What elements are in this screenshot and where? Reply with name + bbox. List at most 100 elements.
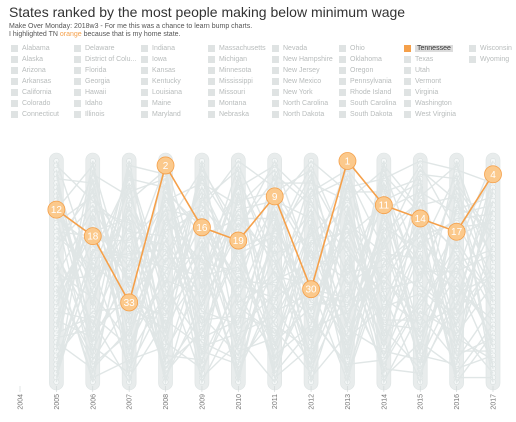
- state-line: [55, 165, 494, 375]
- legend-label: South Carolina: [350, 100, 397, 107]
- legend-item[interactable]: West Virginia: [404, 110, 456, 120]
- legend-item[interactable]: Tennessee: [404, 43, 453, 53]
- legend-item[interactable]: District of Colu...: [74, 54, 136, 64]
- legend-item[interactable]: California: [11, 87, 52, 97]
- x-tick-label: 2014: [381, 394, 388, 410]
- legend-item[interactable]: Utah: [404, 65, 430, 75]
- legend-label: Missouri: [219, 88, 246, 96]
- legend-item[interactable]: South Dakota: [339, 110, 392, 120]
- legend-item[interactable]: Connecticut: [11, 110, 59, 120]
- legend-swatch: [74, 77, 81, 85]
- legend-swatch: [74, 55, 81, 63]
- legend-item[interactable]: Iowa: [141, 54, 167, 64]
- legend-item[interactable]: Alaska: [11, 54, 43, 64]
- legend-item[interactable]: North Carolina: [272, 99, 328, 109]
- legend-item[interactable]: Nebraska: [208, 110, 249, 120]
- legend-label: New Hampshire: [283, 55, 333, 63]
- legend-item[interactable]: North Dakota: [272, 110, 324, 120]
- legend-item[interactable]: Delaware: [74, 43, 115, 53]
- legend-item[interactable]: New Hampshire: [272, 54, 333, 64]
- legend-item[interactable]: Minnesota: [208, 65, 251, 75]
- legend-label: Utah: [415, 66, 430, 74]
- legend-item[interactable]: Mississippi: [208, 76, 253, 86]
- data-label: 11: [379, 201, 390, 212]
- legend-label: Mississippi: [219, 77, 253, 85]
- legend-item[interactable]: Washington: [404, 99, 452, 109]
- legend-item[interactable]: New Mexico: [272, 76, 321, 86]
- legend-label: New Jersey: [283, 66, 320, 74]
- state-line: [55, 163, 494, 380]
- legend-item[interactable]: Oregon: [339, 65, 373, 75]
- legend-swatch: [272, 44, 279, 52]
- legend-label: West Virginia: [415, 111, 456, 119]
- legend-item[interactable]: Michigan: [208, 54, 247, 64]
- legend-label: Connecticut: [22, 111, 59, 119]
- state-line: [55, 182, 494, 358]
- legend-item[interactable]: Louisiana: [141, 87, 182, 97]
- legend-item[interactable]: Colorado: [11, 99, 50, 109]
- legend-item[interactable]: Texas: [404, 54, 433, 64]
- legend-item[interactable]: Missouri: [208, 87, 245, 97]
- legend-item[interactable]: Georgia: [74, 76, 110, 86]
- x-tick-label: 2013: [345, 394, 352, 410]
- data-point: [338, 152, 357, 170]
- legend-item[interactable]: New Jersey: [272, 65, 320, 75]
- legend-swatch: [208, 100, 215, 107]
- state-line: [56, 247, 494, 371]
- legend-item[interactable]: South Carolina: [339, 99, 396, 109]
- legend-item[interactable]: Kansas: [141, 65, 175, 75]
- legend-item[interactable]: Arizona: [11, 65, 46, 75]
- data-label: 17: [451, 227, 463, 238]
- legend-label: Wyoming: [480, 55, 510, 63]
- state-line: [55, 159, 494, 380]
- data-label: 4: [490, 170, 496, 181]
- legend-swatch: [141, 55, 148, 63]
- legend-item[interactable]: Florida: [74, 65, 106, 75]
- legend-item[interactable]: Oklahoma: [339, 54, 382, 64]
- legend-label: Hawaii: [85, 88, 107, 96]
- legend-item[interactable]: Massachusetts: [208, 43, 266, 53]
- legend-item[interactable]: Maryland: [141, 110, 181, 120]
- legend-item[interactable]: Wisconsin: [469, 43, 512, 53]
- legend-swatch: [404, 77, 411, 85]
- legend-swatch: [141, 100, 148, 107]
- legend-item[interactable]: Nevada: [272, 43, 307, 53]
- legend-item[interactable]: Kentucky: [141, 76, 181, 86]
- data-point: [156, 156, 175, 175]
- legend-swatch: [339, 77, 346, 85]
- legend-swatch: [11, 55, 18, 63]
- subtitle-line-2: I highlighted TN orange because that is …: [9, 31, 252, 39]
- legend-item[interactable]: Arkansas: [11, 76, 51, 86]
- legend-item[interactable]: Illinois: [74, 110, 104, 120]
- legend-label: Wisconsin: [480, 44, 512, 52]
- legend-item[interactable]: Virginia: [404, 87, 438, 97]
- legend-swatch: [272, 111, 279, 119]
- legend-swatch: [339, 55, 346, 63]
- legend-swatch: [208, 66, 215, 74]
- legend-swatch: [469, 44, 476, 52]
- legend-item[interactable]: Maine: [141, 99, 171, 109]
- state-line: [55, 203, 494, 385]
- legend-item[interactable]: Ohio: [339, 43, 365, 53]
- legend-item[interactable]: Alabama: [11, 43, 50, 53]
- legend-item[interactable]: Vermont: [404, 76, 441, 86]
- legend-item[interactable]: Pennsylvania: [339, 76, 392, 86]
- legend-swatch: [11, 77, 18, 85]
- legend-item[interactable]: Idaho: [74, 99, 103, 109]
- state-line: [55, 160, 494, 374]
- legend-item[interactable]: Indiana: [141, 43, 175, 53]
- legend-item[interactable]: New York: [272, 87, 313, 97]
- legend-item[interactable]: Montana: [208, 99, 246, 109]
- legend-item[interactable]: Wyoming: [469, 54, 509, 64]
- legend-swatch: [141, 111, 148, 119]
- legend-item[interactable]: Rhode Island: [339, 87, 391, 97]
- legend-swatch: [339, 44, 346, 52]
- state-line: [55, 182, 494, 383]
- legend-swatch: [272, 77, 279, 85]
- legend-swatch: [141, 88, 148, 96]
- x-tick-label: 2011: [272, 394, 279, 409]
- data-label: 19: [233, 236, 245, 247]
- legend-item[interactable]: Hawaii: [74, 87, 106, 97]
- legend-label: California: [22, 88, 52, 96]
